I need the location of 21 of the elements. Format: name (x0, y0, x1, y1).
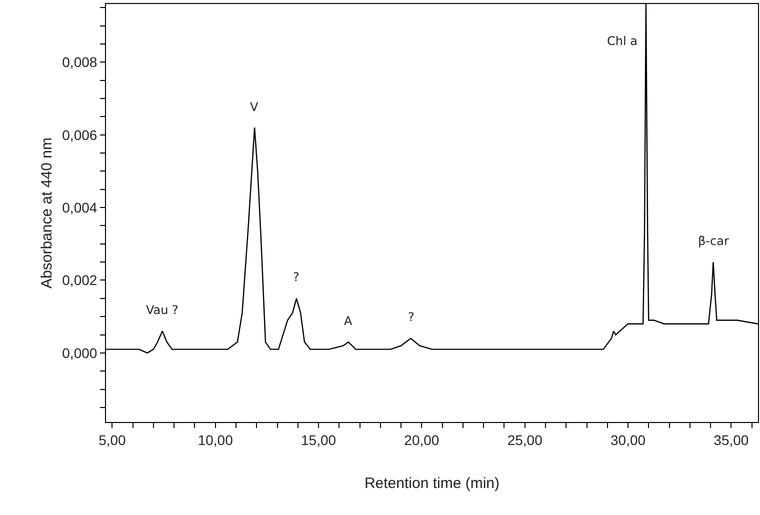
x-tick-label: 15,00 (300, 432, 336, 448)
x-tick-label: 20,00 (404, 432, 440, 448)
x-tick-label: 35,00 (714, 432, 749, 448)
annotation: β-car (698, 234, 729, 248)
annotation: V (250, 100, 259, 114)
annotation: ? (293, 270, 300, 284)
y-tick-label: 0,004 (62, 199, 98, 216)
x-tick-label: 25,00 (507, 432, 543, 448)
y-axis-title: Absorbance at 440 nm (38, 138, 56, 288)
y-tick-label: 0,008 (62, 54, 98, 70)
annotation: ? (408, 310, 414, 324)
y-tick-label: 0,002 (62, 272, 98, 288)
annotation: Vau ? (146, 303, 178, 317)
x-tick-label: 10,00 (198, 432, 234, 448)
x-tick-label: 30,00 (610, 432, 646, 448)
annotation: A (344, 314, 353, 328)
x-tick-label: 5,00 (98, 432, 126, 448)
y-tick-label: 0,000 (62, 344, 98, 361)
annotation: Chl a (607, 34, 638, 48)
y-tick-label: 0,006 (62, 126, 98, 143)
x-axis-title: Retention time (min) (364, 474, 500, 492)
